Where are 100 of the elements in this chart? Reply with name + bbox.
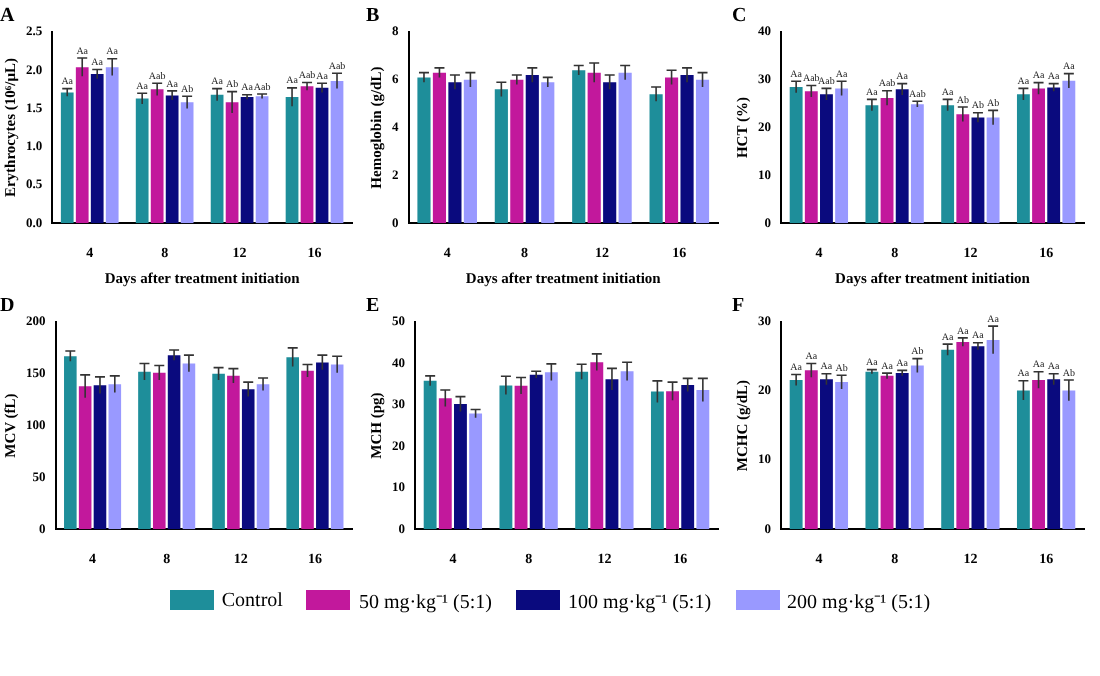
- bar: [227, 375, 240, 530]
- bar: [60, 92, 74, 224]
- bar: [603, 82, 617, 224]
- chart-title: E: [366, 295, 380, 318]
- bar: [618, 72, 632, 224]
- bar: [986, 339, 1000, 530]
- bar: [255, 96, 269, 224]
- bar: [240, 97, 254, 224]
- bar: [64, 356, 77, 530]
- bar: [956, 114, 970, 224]
- bar: [210, 94, 224, 224]
- bar: [463, 79, 477, 224]
- bar: [93, 385, 107, 530]
- bar: [1016, 94, 1030, 224]
- bar: [108, 384, 122, 530]
- bar: [865, 371, 879, 530]
- bar: [666, 391, 679, 530]
- bar: [1032, 88, 1045, 224]
- bar: [895, 89, 909, 224]
- bar: [150, 89, 164, 224]
- bar: [910, 104, 924, 224]
- bar: [971, 117, 985, 224]
- bar: [649, 94, 663, 224]
- bar: [541, 82, 555, 224]
- bar: [469, 413, 483, 530]
- bar: [494, 89, 508, 224]
- bar: [986, 117, 1000, 224]
- bar: [510, 79, 524, 224]
- bar: [956, 342, 970, 530]
- bar: [301, 370, 314, 530]
- bar: [804, 91, 818, 224]
- bar: [165, 95, 179, 224]
- bar: [895, 373, 909, 530]
- bar: [665, 77, 679, 224]
- bar: [880, 97, 894, 224]
- bar: [315, 87, 329, 224]
- bar: [514, 385, 528, 530]
- bar: [1047, 87, 1061, 224]
- bar: [575, 371, 589, 530]
- bar: [680, 75, 694, 224]
- legend-label: 50 mg·kg⁻¹ (5:1): [358, 590, 492, 614]
- bar: [423, 380, 437, 530]
- bar: [330, 80, 344, 224]
- bar: [286, 357, 299, 530]
- bar: [696, 389, 710, 530]
- bar: [650, 391, 664, 530]
- bar: [880, 375, 894, 530]
- bar: [572, 70, 586, 224]
- bar: [971, 346, 985, 530]
- bar: [910, 365, 924, 530]
- bar: [152, 372, 166, 530]
- bar: [681, 384, 695, 530]
- bar: [454, 404, 467, 530]
- bar: [1062, 80, 1076, 224]
- bar: [835, 382, 849, 530]
- chart-title: F: [732, 295, 745, 318]
- bar: [417, 77, 431, 224]
- bar: [605, 379, 619, 530]
- bar: [285, 97, 299, 224]
- bar: [135, 98, 149, 224]
- bar: [448, 82, 462, 224]
- chart-title: C: [732, 5, 747, 28]
- bar: [167, 355, 181, 530]
- bar: [820, 94, 833, 224]
- legend-label: 100 mg·kg⁻¹ (5:1): [568, 590, 712, 614]
- legend-label: 200 mg·kg⁻¹ (5:1): [787, 590, 931, 614]
- bar: [1032, 380, 1045, 530]
- bar: [316, 362, 329, 530]
- bar: [438, 398, 452, 530]
- chart-title: D: [0, 295, 15, 318]
- bar: [105, 67, 119, 224]
- bar: [620, 371, 634, 530]
- bar: [182, 363, 196, 530]
- bar: [587, 72, 601, 224]
- bar: [525, 75, 539, 224]
- bar: [432, 72, 447, 224]
- bar: [78, 386, 92, 530]
- bar: [865, 105, 879, 224]
- bar: [695, 79, 710, 224]
- bar: [1047, 379, 1061, 530]
- bar: [212, 373, 225, 530]
- legend-label: Control: [221, 589, 283, 611]
- bar: [241, 389, 255, 530]
- bar: [941, 105, 955, 224]
- bar: [90, 74, 104, 224]
- bar: [300, 86, 314, 224]
- bar: [820, 379, 833, 530]
- bar: [544, 372, 558, 530]
- bar: [1062, 390, 1076, 530]
- chart-title: A: [0, 5, 16, 28]
- bar: [330, 364, 344, 530]
- bar: [180, 102, 194, 224]
- bar: [789, 380, 803, 530]
- bar: [835, 88, 849, 224]
- bar: [499, 385, 513, 530]
- bar: [529, 374, 543, 530]
- chart-title: B: [366, 5, 380, 28]
- bar: [225, 102, 239, 224]
- bar: [138, 371, 151, 530]
- bar: [1016, 390, 1030, 530]
